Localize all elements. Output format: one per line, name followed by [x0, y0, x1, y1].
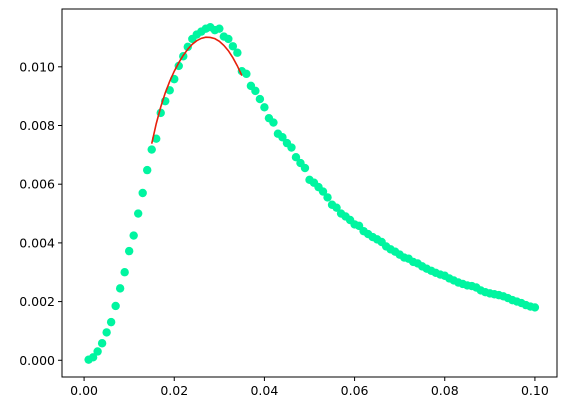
scatter-point: [111, 301, 120, 311]
y-tick-label: 0.004: [19, 235, 55, 250]
scatter-point: [120, 268, 129, 277]
x-tick-label: 0.06: [341, 383, 369, 398]
y-tick-label: 0.008: [19, 118, 55, 133]
scatter-point: [183, 42, 192, 52]
y-tick-label: 0.006: [19, 177, 55, 192]
scatter-point: [129, 231, 138, 240]
scatter-point: [287, 143, 296, 152]
scatter-series: [84, 22, 540, 364]
scatter-point: [300, 163, 310, 173]
y-tick-label: 0.000: [19, 353, 55, 368]
scatter-point: [530, 303, 540, 312]
y-axis-ticks: 0.000 0.002 0.004 0.006 0.008 0.010: [19, 59, 62, 368]
x-tick-label: 0.00: [70, 383, 98, 398]
scatter-point: [88, 353, 98, 362]
scatter-point: [242, 69, 251, 79]
fit-curve-line: [150, 36, 243, 144]
scatter-point: [215, 24, 224, 33]
scatter-point: [106, 317, 116, 327]
scatter-point: [228, 42, 238, 51]
scatter-point: [251, 86, 260, 96]
scatter-point: [115, 284, 125, 293]
y-tick-label: 0.010: [19, 59, 55, 74]
scatter-point: [332, 203, 341, 212]
x-tick-label: 0.04: [250, 383, 278, 398]
plot-area: [84, 22, 540, 364]
x-tick-label: 0.08: [431, 383, 459, 398]
x-tick-label: 0.10: [521, 383, 549, 398]
scatter-point: [93, 347, 102, 356]
scatter-point: [102, 328, 111, 337]
scatter-point: [124, 246, 134, 256]
scatter-point: [260, 103, 269, 112]
scatter-point: [269, 118, 278, 127]
y-tick-label: 0.002: [19, 294, 55, 309]
scatter-point: [278, 133, 287, 142]
scatter-point: [255, 94, 265, 104]
scatter-point: [291, 152, 301, 162]
scatter-point: [323, 193, 332, 202]
scatter-point: [233, 48, 242, 57]
x-axis-ticks: 0.00 0.02 0.04 0.06 0.08 0.10: [70, 377, 549, 398]
scatter-point: [97, 339, 107, 348]
scatter-point: [224, 34, 233, 44]
scatter-point: [143, 165, 152, 175]
x-tick-label: 0.02: [160, 383, 188, 398]
scatter-point: [318, 187, 328, 196]
scatter-point: [138, 188, 147, 198]
axes-frame: [61, 8, 558, 378]
scatter-point: [147, 145, 156, 154]
scatter-point: [133, 209, 143, 218]
